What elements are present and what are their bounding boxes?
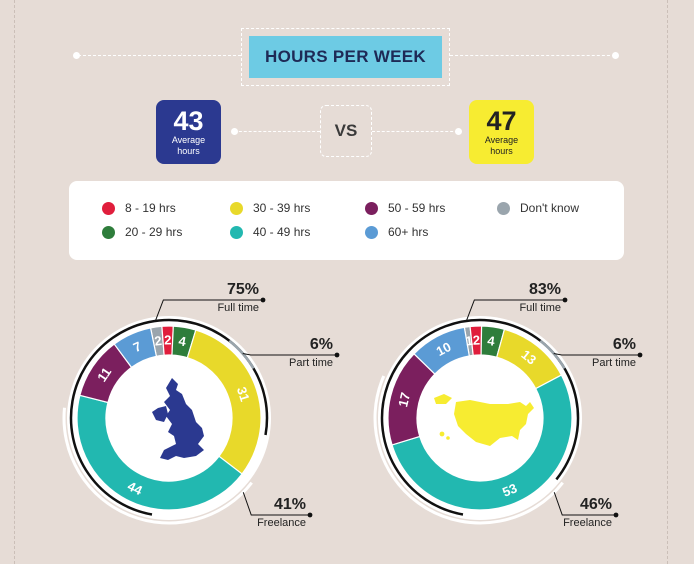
legend-item: 60+ hrs xyxy=(365,225,428,239)
slice-value-label: 2 xyxy=(154,333,163,349)
divider-dot xyxy=(612,52,619,59)
freelance-arc xyxy=(62,407,253,525)
legend-swatch xyxy=(365,201,378,215)
vs-connector-right xyxy=(372,131,458,132)
part-time-arc xyxy=(228,339,255,370)
slice-value-label: 17 xyxy=(395,391,413,409)
us-average-label-line1: Average xyxy=(484,134,519,145)
uk-map-icon xyxy=(152,378,204,460)
connector-dot xyxy=(455,128,462,135)
part-time-label: Part time xyxy=(289,357,333,369)
slice-value-label: 4 xyxy=(177,333,187,349)
full-time-leader-dot xyxy=(260,297,266,303)
legend-label: Don't know xyxy=(520,201,579,215)
full-time-leader-line xyxy=(465,299,565,322)
legend-swatch xyxy=(497,201,510,215)
freelance-leader-dot xyxy=(613,512,619,518)
usa-map-icon xyxy=(434,394,534,446)
freelance-percent: 41% xyxy=(274,496,306,513)
full-time-leader-line xyxy=(154,299,263,322)
part-time-leader-dot xyxy=(637,352,643,358)
title-divider-right xyxy=(450,55,615,56)
legend-label: 8 - 19 hrs xyxy=(125,201,176,215)
slice-value-label: 2 xyxy=(473,332,481,347)
legend-label: 50 - 59 hrs xyxy=(388,201,446,215)
slice-value-label: 44 xyxy=(125,478,145,498)
uk-average-label-line2: hours xyxy=(177,145,200,156)
connector-dot xyxy=(231,128,238,135)
slice-value-label: 31 xyxy=(234,385,253,403)
donut-slice xyxy=(391,374,573,511)
legend-item: 50 - 59 hrs xyxy=(365,201,445,215)
donut-slice xyxy=(413,326,470,375)
freelance-label: Freelance xyxy=(563,517,612,529)
freelance-leader-dot xyxy=(307,512,313,518)
full-time-percent: 83% xyxy=(529,281,561,298)
legend-label: 60+ hrs xyxy=(388,225,429,239)
freelance-leader-line xyxy=(553,492,616,516)
freelance-percent: 46% xyxy=(580,496,612,513)
legend-item: 20 - 29 hrs xyxy=(102,225,182,239)
full-time-leader-dot xyxy=(562,297,568,303)
full-time-percent: 75% xyxy=(227,281,259,298)
slice-value-label: 53 xyxy=(500,480,519,499)
slice-value-label: 4 xyxy=(486,333,496,349)
us-average-hours-badge: 47 Average hours xyxy=(469,100,534,164)
us-average-hours-value: 47 xyxy=(486,105,517,136)
part-time-leader-dot xyxy=(334,352,340,358)
us-average-label-line2: hours xyxy=(490,145,513,156)
legend-item: 30 - 39 hrs xyxy=(230,201,310,215)
divider-dot xyxy=(73,52,80,59)
legend: 8 - 19 hrs 20 - 29 hrs 30 - 39 hrs 40 - … xyxy=(69,181,624,260)
part-time-leader-line xyxy=(242,352,337,356)
slice-value-label: 1 xyxy=(465,333,474,349)
legend-swatch xyxy=(102,225,115,239)
slice-value-label: 10 xyxy=(434,339,454,359)
freelance-arc xyxy=(373,375,564,525)
part-time-percent: 6% xyxy=(613,336,636,353)
freelance-leader-line xyxy=(242,492,310,516)
donut-slice xyxy=(113,327,158,369)
full-time-label: Full time xyxy=(519,302,561,314)
page-title: HOURS PER WEEK xyxy=(249,36,442,78)
legend-item: 40 - 49 hrs xyxy=(230,225,310,239)
part-time-label: Part time xyxy=(592,357,636,369)
slice-value-label: 2 xyxy=(164,332,171,347)
vs-label: VS xyxy=(320,105,372,157)
legend-swatch xyxy=(230,225,243,239)
part-time-arc xyxy=(539,339,566,370)
legend-label: 20 - 29 hrs xyxy=(125,225,183,239)
legend-item: 8 - 19 hrs xyxy=(102,201,176,215)
legend-label: 40 - 49 hrs xyxy=(253,225,311,239)
uk-average-hours-badge: 43 Average hours xyxy=(156,100,221,164)
uk-average-label-line1: Average xyxy=(171,134,206,145)
vs-connector-left xyxy=(234,131,320,132)
title-frame xyxy=(241,28,450,86)
legend-item: Don't know xyxy=(497,201,579,215)
legend-label: 30 - 39 hrs xyxy=(253,201,311,215)
donut-slice xyxy=(76,394,243,511)
legend-swatch xyxy=(102,201,115,215)
legend-swatch xyxy=(365,225,378,239)
uk-average-hours-value: 43 xyxy=(173,105,204,136)
freelance-label: Freelance xyxy=(257,517,306,529)
full-time-arc xyxy=(380,318,580,516)
title-divider-left xyxy=(78,55,241,56)
part-time-leader-line xyxy=(553,352,640,356)
part-time-percent: 6% xyxy=(310,336,333,353)
full-time-label: Full time xyxy=(217,302,259,314)
legend-swatch xyxy=(230,201,243,215)
